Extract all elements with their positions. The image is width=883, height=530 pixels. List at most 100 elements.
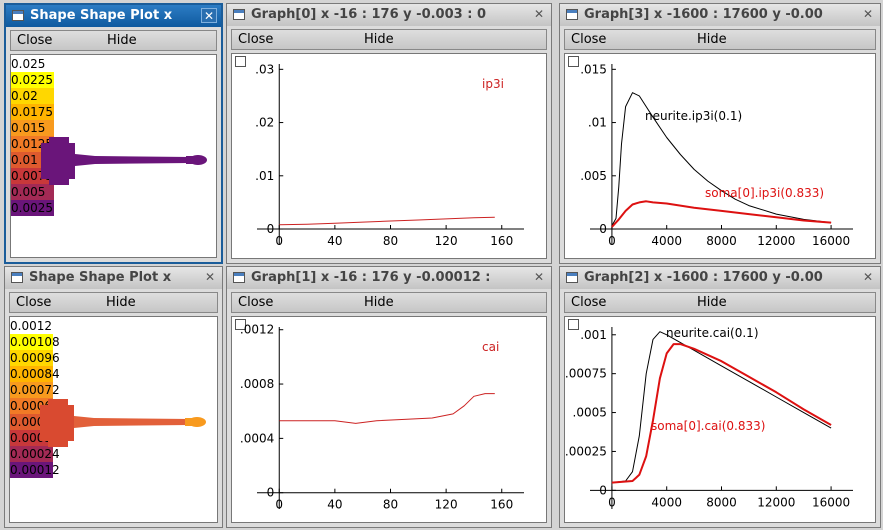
y-tick-label: .01	[255, 169, 274, 183]
series-label: neurite.ip3i(0.1)	[645, 109, 742, 123]
close-icon[interactable]: ✕	[862, 7, 874, 21]
colorbar-entry: 0.0025	[11, 200, 54, 216]
hide-button[interactable]: Hide	[107, 33, 137, 48]
close-button[interactable]: Close	[571, 295, 607, 310]
hide-button[interactable]: Hide	[697, 32, 727, 47]
y-tick-label: .03	[255, 62, 274, 76]
hide-button[interactable]: Hide	[697, 295, 727, 310]
hide-button[interactable]: Hide	[364, 295, 394, 310]
x-tick-label: 12000	[757, 495, 795, 509]
menubar: Close Hide	[9, 292, 218, 313]
y-tick-label: 0	[267, 222, 275, 236]
graph-svg: 0 40 80 120 160 .03 .02 .01 0 ip3i	[255, 62, 524, 248]
graph-canvas[interactable]: 0 4000 8000 12000 16000 .015 .01 .005 0 neurite.i…	[564, 53, 876, 259]
colorbar-entry: 0.02	[11, 88, 54, 104]
x-tick-label: 4000	[651, 495, 682, 509]
window-icon	[566, 9, 578, 20]
close-icon[interactable]: ✕	[533, 7, 545, 21]
menubar: Close Hide	[564, 292, 876, 313]
series-line	[611, 343, 832, 484]
y-tick-label: .00075	[565, 367, 607, 381]
titlebar[interactable]: Shape Shape Plot x ✕	[6, 5, 221, 27]
window-icon	[233, 9, 245, 20]
x-tick-label: 80	[383, 498, 398, 512]
menubar: Close Hide	[231, 292, 547, 313]
series-line	[279, 393, 495, 424]
close-button[interactable]: Close	[17, 33, 53, 48]
y-tick-label: .005	[580, 169, 607, 183]
titlebar[interactable]: Graph[2] x -1600 : 17600 y -0.00 ✕	[560, 267, 880, 289]
graph-0-window[interactable]: Graph[0] x -16 : 176 y -0.003 : 0 ✕ Clos…	[226, 3, 552, 264]
titlebar[interactable]: Shape Shape Plot x ✕	[5, 267, 222, 289]
y-tick-label: .01	[588, 116, 607, 130]
graph-2-window[interactable]: Graph[2] x -1600 : 17600 y -0.00 ✕ Close…	[559, 266, 881, 528]
titlebar[interactable]: Graph[1] x -16 : 176 y -0.00012 : ✕	[227, 267, 551, 289]
keep-lines-checkbox[interactable]	[235, 56, 246, 67]
colorbar-entry: 0.00012	[10, 462, 60, 478]
shape-plot-canvas[interactable]: 0.0012 0.00108 0.00096 0.00084 0.00072 0.0006…	[9, 316, 218, 523]
menubar: Close Hide	[564, 29, 876, 50]
y-tick-label: 0	[599, 222, 607, 236]
y-tick-label: .015	[580, 62, 607, 76]
y-tick-label: .0005	[573, 406, 607, 420]
close-icon[interactable]: ✕	[533, 270, 545, 284]
menubar: Close Hide	[10, 30, 217, 51]
titlebar[interactable]: Graph[0] x -16 : 176 y -0.003 : 0 ✕	[227, 4, 551, 26]
close-icon[interactable]: ✕	[204, 270, 216, 284]
neurite-tip-section	[185, 418, 193, 426]
window-icon	[12, 10, 24, 21]
shape-plot-window-top[interactable]: Shape Shape Plot x ✕ Close Hide 0.025 0.0…	[4, 3, 223, 264]
neuron-shape	[41, 137, 207, 185]
x-tick-label: 12000	[757, 234, 795, 248]
colorbar-entry: 0.0225	[11, 72, 54, 88]
shape-plot-window-bottom[interactable]: Shape Shape Plot x ✕ Close Hide 0.0012 0.…	[4, 266, 223, 528]
x-tick-label: 8000	[706, 495, 737, 509]
window-icon	[566, 272, 578, 283]
window-icon	[11, 272, 23, 283]
close-button[interactable]: Close	[238, 32, 274, 47]
keep-lines-checkbox[interactable]	[568, 56, 579, 67]
hide-button[interactable]: Hide	[106, 295, 136, 310]
window-icon	[233, 272, 245, 283]
x-tick-label: 8000	[706, 234, 737, 248]
y-tick-label: .0008	[240, 377, 274, 391]
titlebar[interactable]: Graph[3] x -1600 : 17600 y -0.00 ✕	[560, 4, 880, 26]
series-label: soma[0].ip3i(0.833)	[705, 186, 824, 200]
colorbar-entry: 0.0012	[10, 318, 52, 334]
graph-canvas[interactable]: 0 4000 8000 12000 16000 .001 .00075 .0005 .00025…	[564, 316, 876, 523]
graph-svg: 0 4000 8000 12000 16000 .001 .00075 .0005 .00025…	[565, 326, 853, 509]
series-label: cai	[482, 340, 499, 354]
graph-svg: 0 4000 8000 12000 16000 .015 .01 .005 0 neurite.i…	[580, 62, 853, 248]
neuron-shape	[40, 399, 206, 447]
close-button[interactable]: Close	[238, 295, 274, 310]
graph-1-window[interactable]: Graph[1] x -16 : 176 y -0.00012 : ✕ Clos…	[226, 266, 552, 528]
y-tick-label: 0	[267, 486, 275, 500]
series-line	[611, 200, 832, 228]
hide-button[interactable]: Hide	[364, 32, 394, 47]
colorbar-entry: 0.025	[11, 56, 46, 72]
keep-lines-checkbox[interactable]	[568, 319, 579, 330]
window-title: Shape Shape Plot x	[30, 8, 173, 23]
soma-core	[49, 137, 69, 185]
graph-3-window[interactable]: Graph[3] x -1600 : 17600 y -0.00 ✕ Close…	[559, 3, 881, 264]
keep-lines-checkbox[interactable]	[235, 319, 246, 330]
x-tick-label: 16000	[812, 234, 850, 248]
shape-plot-canvas[interactable]: 0.025 0.0225 0.02 0.0175 0.015 0.0125 0.01 0.00…	[10, 54, 217, 258]
graph-canvas[interactable]: 0 40 80 120 160 .03 .02 .01 0 ip3i	[231, 53, 547, 259]
close-button[interactable]: Close	[571, 32, 607, 47]
close-icon[interactable]: ✕	[862, 270, 874, 284]
y-tick-label: .0012	[240, 323, 274, 337]
window-title: Graph[2] x -1600 : 17600 y -0.00	[584, 270, 823, 285]
window-title: Graph[0] x -16 : 176 y -0.003 : 0	[251, 7, 486, 22]
x-tick-label: 120	[435, 498, 458, 512]
graph-canvas[interactable]: 0 40 80 120 160 .0012 .0008 .0004 0 cai	[231, 316, 547, 523]
x-tick-label: 4000	[651, 234, 682, 248]
x-tick-label: 80	[383, 234, 398, 248]
close-button[interactable]: Close	[16, 295, 52, 310]
y-tick-label: .02	[255, 116, 274, 130]
colorbar-entry: 0.00024	[10, 446, 60, 462]
x-tick-label: 40	[327, 234, 342, 248]
close-icon[interactable]: ✕	[201, 8, 217, 23]
window-title: Graph[3] x -1600 : 17600 y -0.00	[584, 7, 823, 22]
y-tick-label: 0	[599, 483, 607, 497]
